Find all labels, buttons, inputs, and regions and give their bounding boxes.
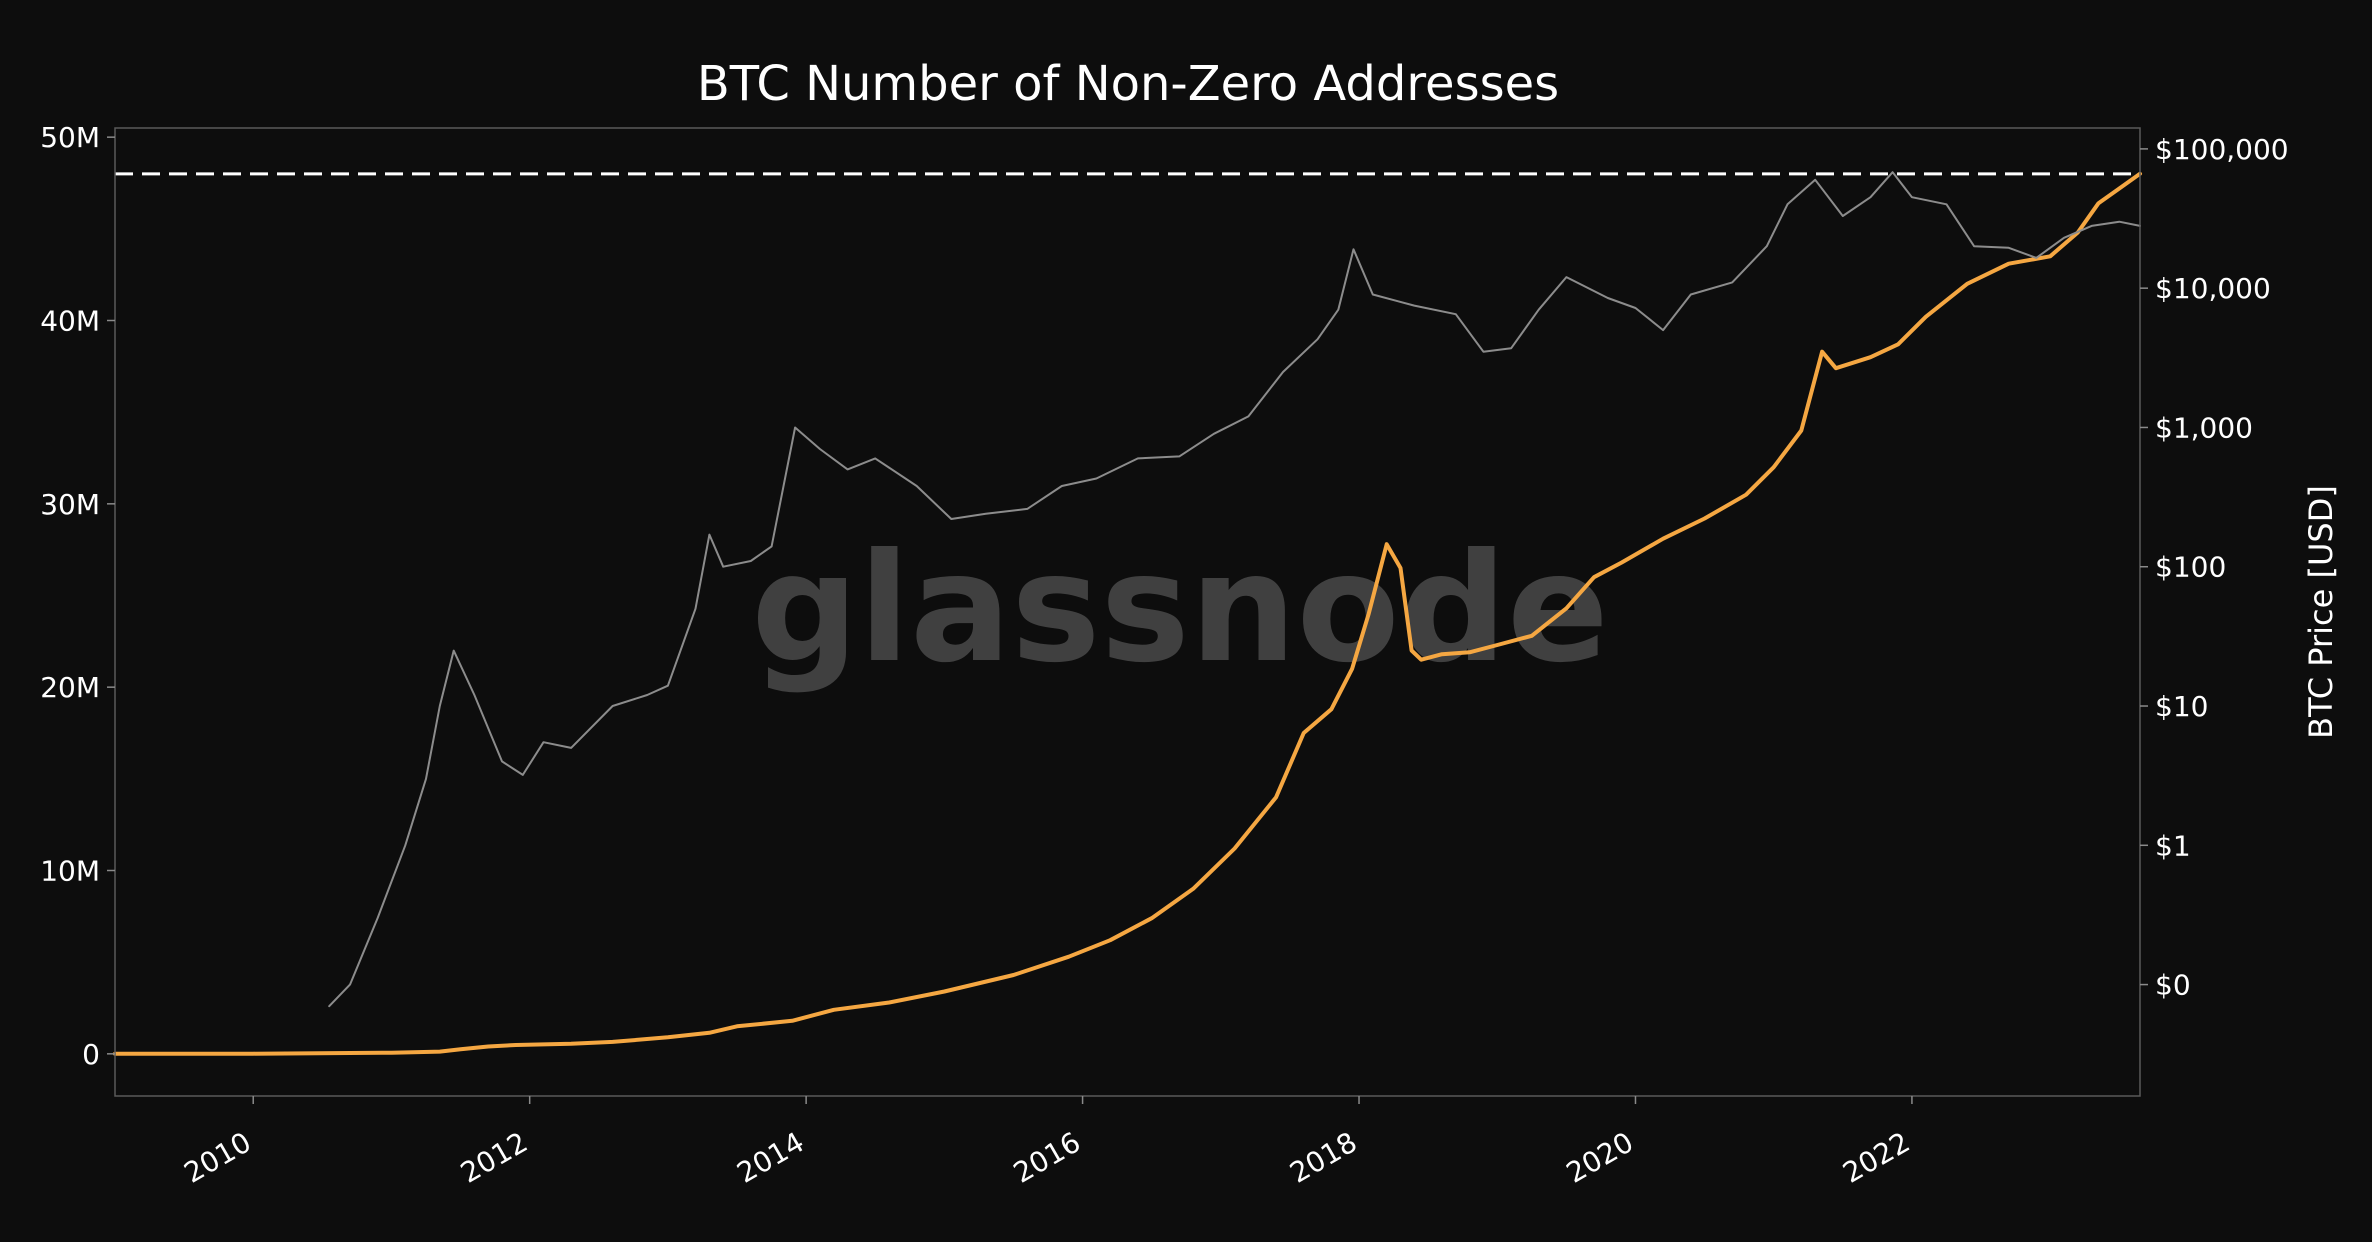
y-right-tick-label: $10,000 — [2155, 272, 2271, 305]
x-tick-label: 2020 — [1561, 1125, 1639, 1189]
y-right-tick-label: $100,000 — [2155, 133, 2289, 166]
x-tick-label: 2022 — [1837, 1125, 1915, 1189]
y-right-tick-label: $1 — [2155, 829, 2191, 862]
y-left-tick-label: 0 — [82, 1038, 100, 1071]
y-left-tick-label: 50M — [40, 121, 100, 154]
y-right-tick-label: $0 — [2155, 969, 2191, 1002]
series-line-non-zero-addresses — [113, 171, 2142, 1056]
y-right-tick-label: $100 — [2155, 551, 2226, 584]
plot-frame — [114, 127, 2141, 1097]
right-axis-label: BTC Price [USD] — [2302, 485, 2340, 739]
x-tick-label: 2018 — [1284, 1125, 1362, 1189]
chart-title: BTC Number of Non-Zero Addresses — [697, 56, 1559, 112]
y-left-tick-label: 30M — [40, 488, 100, 521]
watermark-text: glassnode — [751, 522, 1609, 696]
y-left-tick-label: 10M — [40, 855, 100, 888]
y-left-tick-label: 40M — [40, 305, 100, 338]
x-tick-label: 2010 — [179, 1125, 257, 1189]
y-right-tick-label: $1,000 — [2155, 411, 2253, 444]
series-line-btc-price — [328, 171, 2141, 1008]
y-right-tick-label: $10 — [2155, 690, 2208, 723]
x-tick-label: 2014 — [731, 1125, 809, 1189]
x-tick-label: 2012 — [455, 1125, 533, 1189]
x-tick-label: 2016 — [1008, 1125, 1086, 1189]
y-left-tick-label: 20M — [40, 671, 100, 704]
